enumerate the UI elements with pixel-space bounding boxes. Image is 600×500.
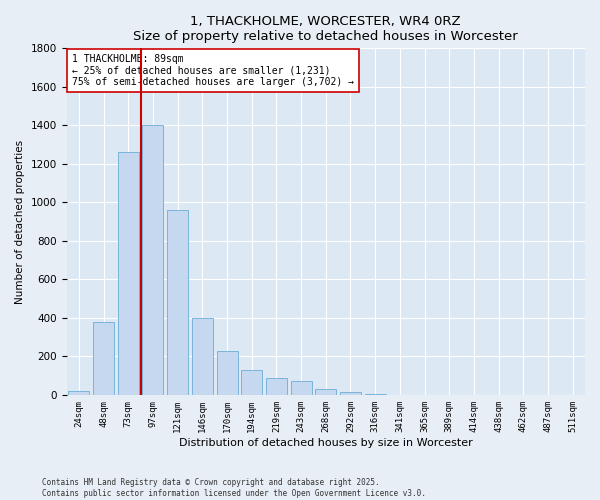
Bar: [167, 210, 188, 395]
Bar: [217, 350, 238, 395]
Bar: [365, 394, 386, 395]
Text: Contains HM Land Registry data © Crown copyright and database right 2025.
Contai: Contains HM Land Registry data © Crown c…: [42, 478, 426, 498]
Title: 1, THACKHOLME, WORCESTER, WR4 0RZ
Size of property relative to detached houses i: 1, THACKHOLME, WORCESTER, WR4 0RZ Size o…: [133, 15, 518, 43]
Bar: [315, 389, 336, 395]
Bar: [142, 126, 163, 395]
Bar: [93, 322, 114, 395]
Bar: [192, 318, 213, 395]
Bar: [118, 152, 139, 395]
Bar: [340, 392, 361, 395]
Bar: [266, 378, 287, 395]
Bar: [68, 392, 89, 395]
Bar: [290, 382, 311, 395]
Y-axis label: Number of detached properties: Number of detached properties: [15, 140, 25, 304]
X-axis label: Distribution of detached houses by size in Worcester: Distribution of detached houses by size …: [179, 438, 473, 448]
Bar: [241, 370, 262, 395]
Text: 1 THACKHOLME: 89sqm
← 25% of detached houses are smaller (1,231)
75% of semi-det: 1 THACKHOLME: 89sqm ← 25% of detached ho…: [72, 54, 354, 86]
